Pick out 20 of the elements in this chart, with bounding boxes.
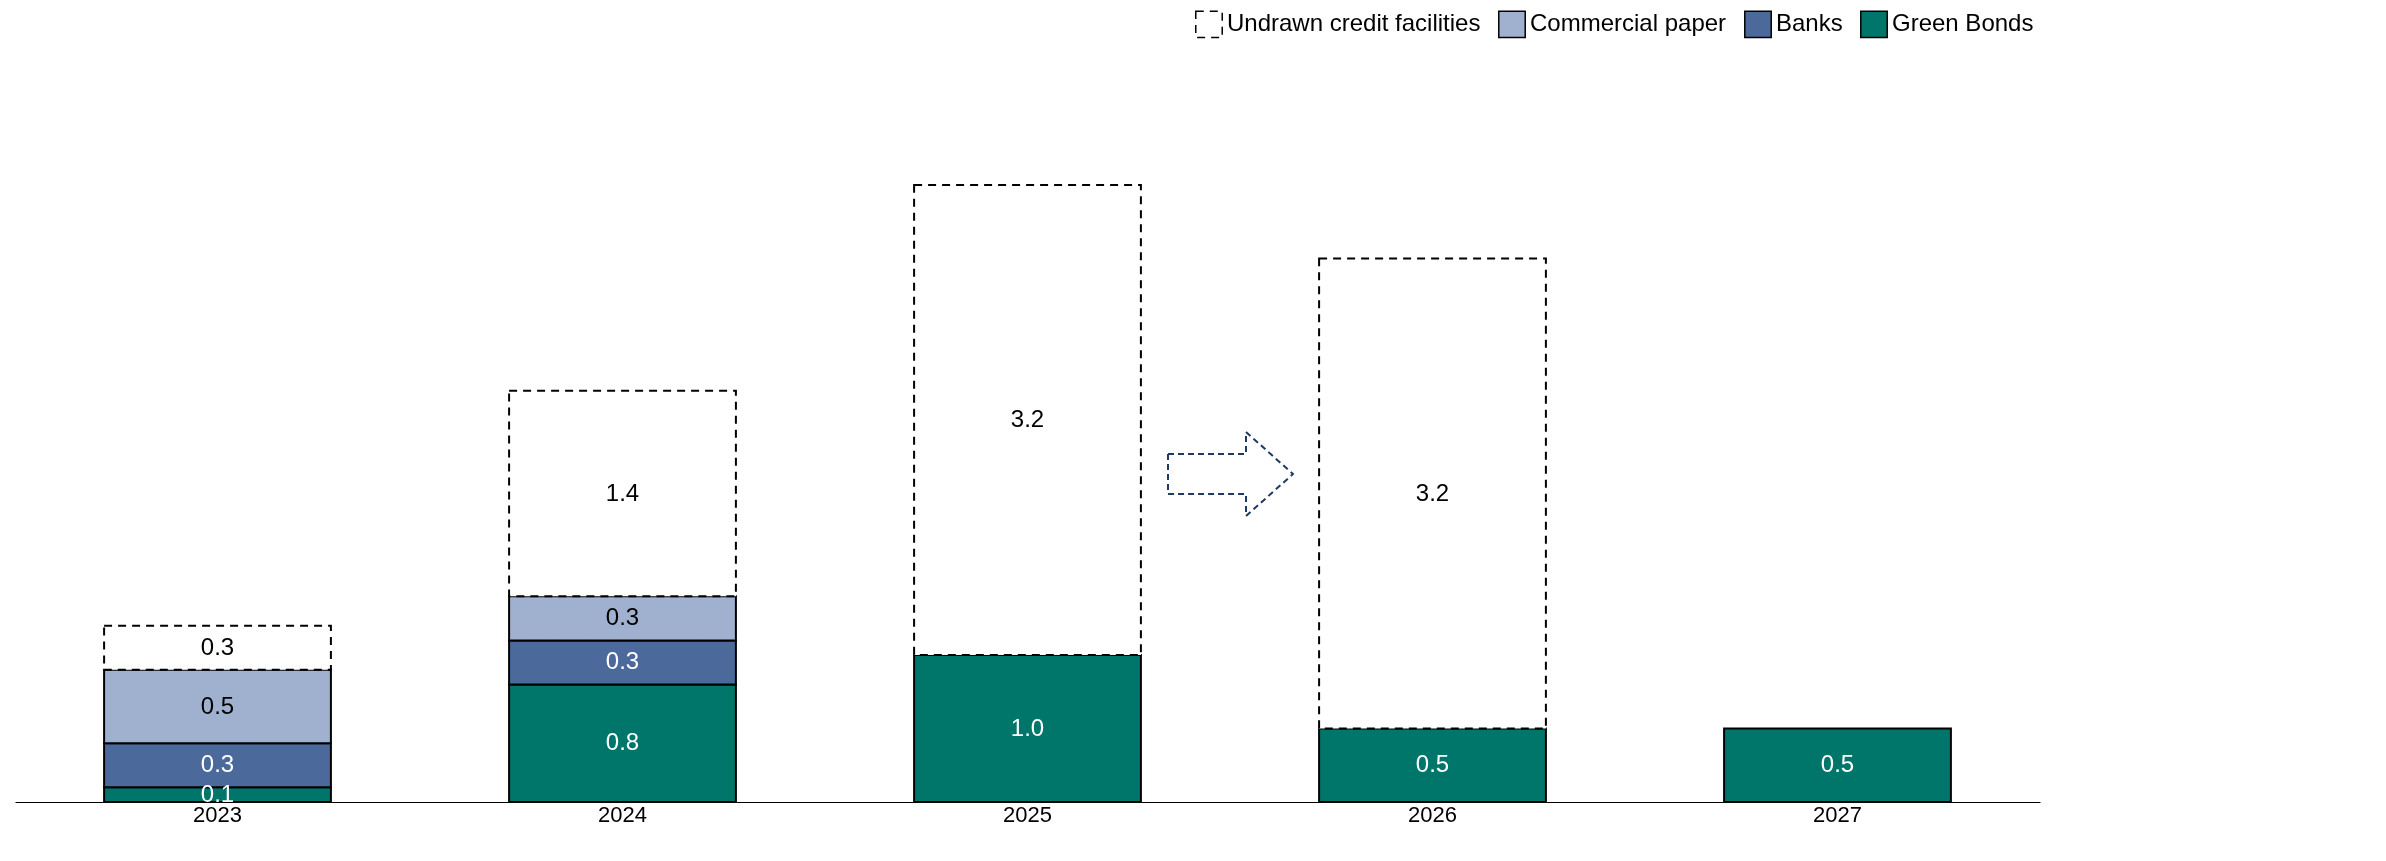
legend-label: Commercial paper (1530, 9, 1727, 37)
x-tick-label: 2025 (1003, 801, 1052, 827)
legend-label: Green Bonds (1892, 9, 2034, 37)
data-label: 0.3 (200, 750, 235, 778)
x-tick-label: 2024 (598, 801, 647, 827)
data-label: 0.3 (200, 632, 235, 660)
data-label: 3.2 (1010, 405, 1045, 433)
x-tick-label: 2026 (1408, 801, 1457, 827)
data-label: 1.4 (605, 478, 640, 506)
x-tick-label: 2027 (1813, 801, 1862, 827)
data-label: 3.2 (1415, 478, 1450, 506)
data-label: 1.0 (1010, 713, 1045, 741)
data-label: 0.3 (605, 603, 640, 631)
legend-label: Undrawn credit facilities (1227, 9, 1481, 37)
data-label: 0.8 (605, 728, 640, 756)
data-label: 0.5 (1820, 750, 1855, 778)
legend-label: Banks (1776, 9, 1843, 37)
data-label: 0.5 (200, 691, 235, 719)
data-label: 0.3 (605, 647, 640, 675)
data-label: 0.5 (1415, 750, 1450, 778)
